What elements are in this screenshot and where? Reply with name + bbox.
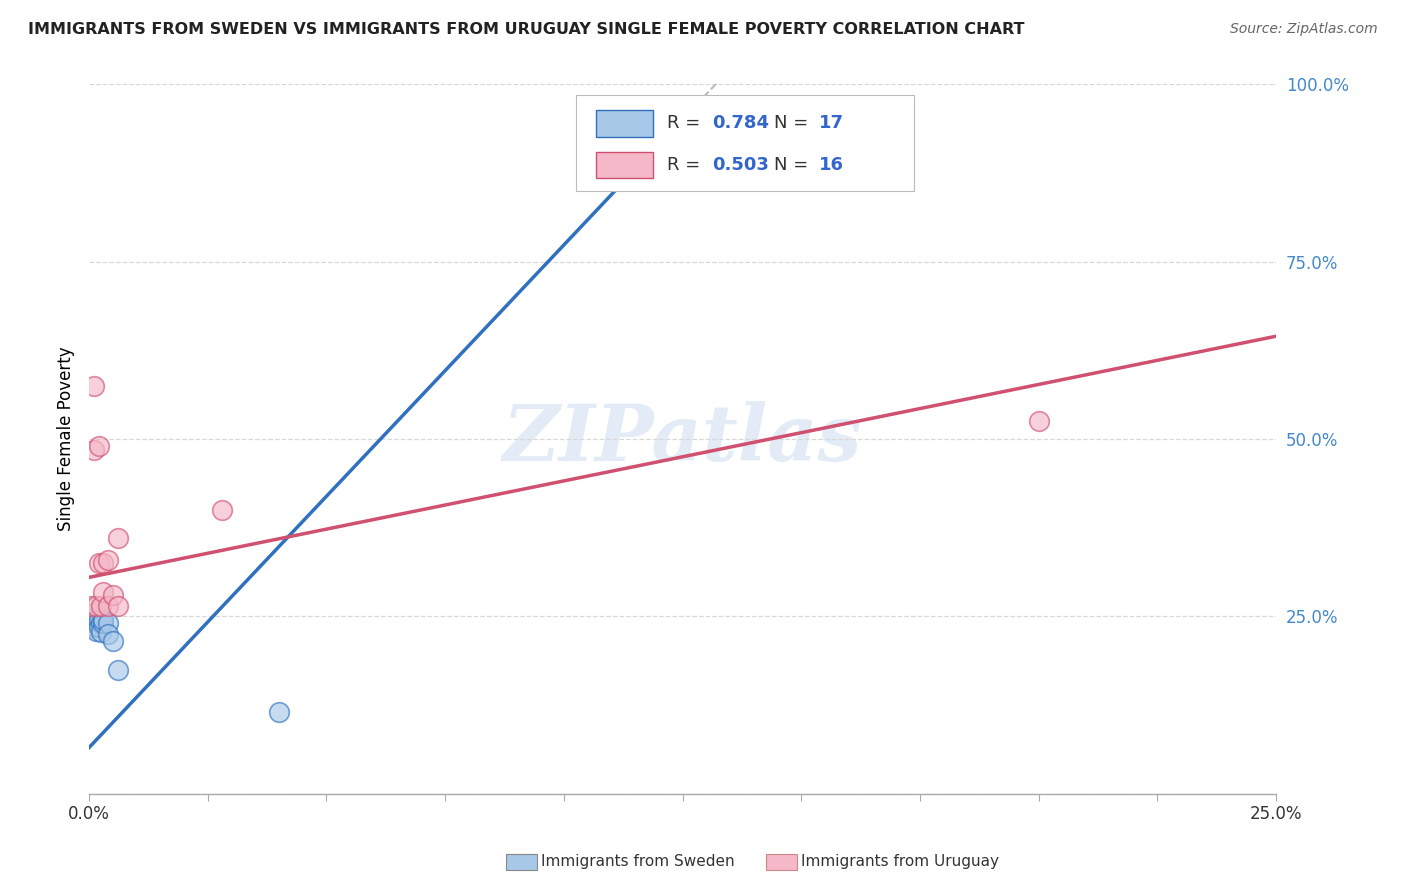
Text: IMMIGRANTS FROM SWEDEN VS IMMIGRANTS FROM URUGUAY SINGLE FEMALE POVERTY CORRELAT: IMMIGRANTS FROM SWEDEN VS IMMIGRANTS FRO… xyxy=(28,22,1025,37)
Point xyxy=(1028,414,1050,428)
Text: N =: N = xyxy=(773,114,814,132)
Text: 0.503: 0.503 xyxy=(713,156,769,174)
Point xyxy=(84,613,107,627)
FancyBboxPatch shape xyxy=(596,110,652,136)
Point xyxy=(83,379,105,393)
Point xyxy=(87,556,110,570)
Point xyxy=(91,556,114,570)
Point xyxy=(90,599,112,613)
Point xyxy=(101,634,124,648)
Point xyxy=(107,599,129,613)
Text: Immigrants from Sweden: Immigrants from Sweden xyxy=(541,855,735,869)
Point xyxy=(83,606,105,620)
Text: 16: 16 xyxy=(820,156,844,174)
Text: N =: N = xyxy=(773,156,814,174)
Point xyxy=(107,663,129,677)
FancyBboxPatch shape xyxy=(596,152,652,178)
Text: R =: R = xyxy=(668,156,706,174)
Point xyxy=(83,442,105,457)
Point xyxy=(97,627,120,641)
Point xyxy=(87,439,110,453)
Y-axis label: Single Female Poverty: Single Female Poverty xyxy=(58,347,75,532)
Point xyxy=(267,705,290,719)
Point xyxy=(91,616,114,631)
Point xyxy=(83,620,105,634)
Text: R =: R = xyxy=(668,114,706,132)
Point xyxy=(90,616,112,631)
Point xyxy=(576,162,599,177)
Text: ZIPatlas: ZIPatlas xyxy=(503,401,862,477)
Point xyxy=(80,599,103,613)
Point xyxy=(101,588,124,602)
Point xyxy=(90,624,112,639)
Point xyxy=(91,613,114,627)
Text: Immigrants from Uruguay: Immigrants from Uruguay xyxy=(801,855,1000,869)
Point xyxy=(84,624,107,638)
Text: 0.784: 0.784 xyxy=(713,114,769,132)
Text: Source: ZipAtlas.com: Source: ZipAtlas.com xyxy=(1230,22,1378,37)
Point xyxy=(97,616,120,631)
Point xyxy=(97,552,120,566)
Point xyxy=(211,503,233,517)
FancyBboxPatch shape xyxy=(575,95,914,191)
Point xyxy=(97,599,120,613)
Point xyxy=(80,613,103,627)
Point xyxy=(84,599,107,613)
Point xyxy=(91,584,114,599)
Point xyxy=(107,532,129,546)
Point xyxy=(87,613,110,627)
Point xyxy=(87,620,110,634)
Text: 17: 17 xyxy=(820,114,844,132)
